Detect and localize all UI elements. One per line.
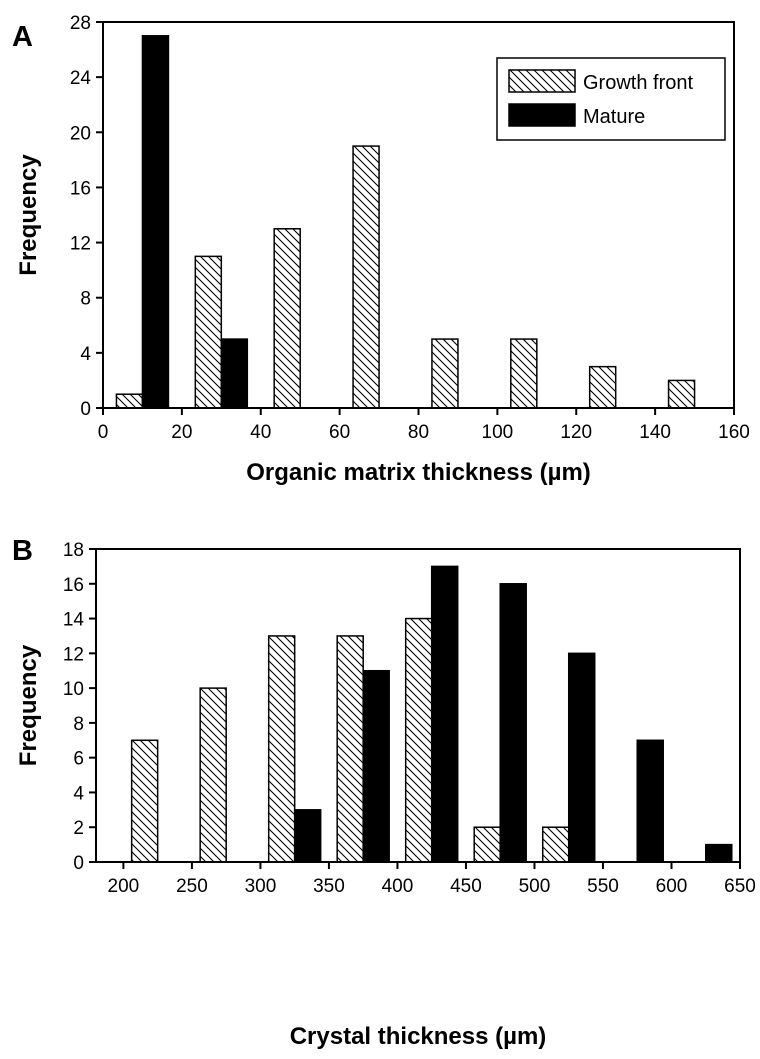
x-tick-label: 80	[408, 422, 429, 443]
x-tick-label: 0	[98, 422, 109, 443]
y-tick-label: 6	[73, 749, 84, 770]
y-tick-label: 28	[70, 13, 91, 34]
y-tick-label: 4	[80, 344, 91, 365]
y-tick-label: 8	[80, 289, 91, 310]
bar-growth-front-70	[352, 145, 380, 409]
x-tick-label: 600	[656, 876, 688, 897]
y-tick-label: 12	[63, 644, 84, 665]
plot-frame	[95, 548, 741, 863]
panel-b-chart: 200 250 300 350 400 450 500 550 600 650 0 2 4 6 8 10 12 1…	[12, 535, 756, 1050]
x-tick-label: 20	[171, 422, 192, 443]
y-tick-label: 4	[73, 783, 84, 804]
panel-label: B	[12, 535, 33, 567]
bar-mature-525	[567, 652, 596, 863]
x-tick-label: 450	[450, 876, 482, 897]
y-tick-label: 20	[70, 123, 91, 144]
y-tick-label: 0	[73, 853, 84, 874]
y-tick-label: 24	[70, 68, 92, 89]
bar-growth-front-90	[431, 338, 459, 409]
x-tick-label: 300	[245, 876, 277, 897]
bar-growth-front-275	[199, 687, 227, 863]
y-tick-label: 12	[70, 234, 91, 255]
bar-mature-10	[141, 35, 170, 409]
y-tick-label: 10	[63, 679, 84, 700]
bar-growth-front-50	[273, 228, 301, 409]
bar-growth-front-425	[404, 617, 433, 863]
bar-mature-625	[704, 843, 733, 863]
bar-growth-front-10	[115, 393, 144, 409]
y-tick-label: 2	[73, 818, 84, 839]
x-axis-title: Organic matrix thickness (µm)	[246, 459, 591, 486]
x-tick-label: 160	[718, 422, 750, 443]
y-tick-label: 14	[63, 610, 85, 631]
x-tick-label: 40	[250, 422, 271, 443]
panel-a-chart: 0 20 40 60 80 100 120 140 160 0 4 8 12 16 20 24 28 Organi…	[12, 13, 750, 486]
bar-mature-575	[636, 739, 664, 863]
x-tick-label: 650	[724, 876, 756, 897]
y-tick-label: 8	[73, 714, 84, 735]
x-axis-title: Crystal thickness (µm)	[290, 1023, 547, 1050]
y-axis-title: Frequency	[15, 644, 42, 766]
x-tick-label: 500	[519, 876, 551, 897]
bar-growth-front-475	[473, 826, 501, 863]
legend-label-1: Mature	[583, 106, 645, 128]
x-tick-label: 100	[482, 422, 514, 443]
bar-growth-front-130	[588, 365, 617, 409]
legend-label-0: Growth front	[583, 72, 693, 94]
bar-growth-front-110	[510, 338, 538, 409]
bar-growth-front-150	[667, 379, 696, 409]
x-tick-label: 60	[329, 422, 350, 443]
y-axis-title: Frequency	[15, 154, 42, 276]
x-tick-label: 200	[108, 876, 140, 897]
bar-mature-375	[362, 669, 390, 863]
bar-mature-425	[430, 565, 459, 863]
y-tick-label: 16	[63, 575, 84, 596]
legend-swatch-1	[508, 103, 576, 127]
x-tick-label: 250	[176, 876, 208, 897]
x-tick-label: 550	[587, 876, 619, 897]
legend-swatch-0	[508, 69, 576, 93]
x-tick-label: 350	[313, 876, 345, 897]
bar-growth-front-30	[194, 255, 223, 409]
y-tick-label: 16	[70, 178, 91, 199]
bar-mature-325	[293, 809, 322, 863]
bar-mature-30	[220, 338, 249, 409]
x-tick-label: 400	[382, 876, 414, 897]
x-tick-label: 140	[639, 422, 671, 443]
bar-growth-front-225	[130, 739, 159, 863]
bar-growth-front-375	[336, 635, 364, 863]
panel-label: A	[12, 21, 33, 53]
bar-growth-front-525	[541, 826, 570, 863]
x-tick-label: 120	[560, 422, 592, 443]
bar-growth-front-325	[267, 635, 296, 863]
y-tick-label: 0	[80, 399, 91, 420]
bar-mature-475	[499, 583, 527, 863]
y-tick-label: 18	[63, 540, 84, 561]
